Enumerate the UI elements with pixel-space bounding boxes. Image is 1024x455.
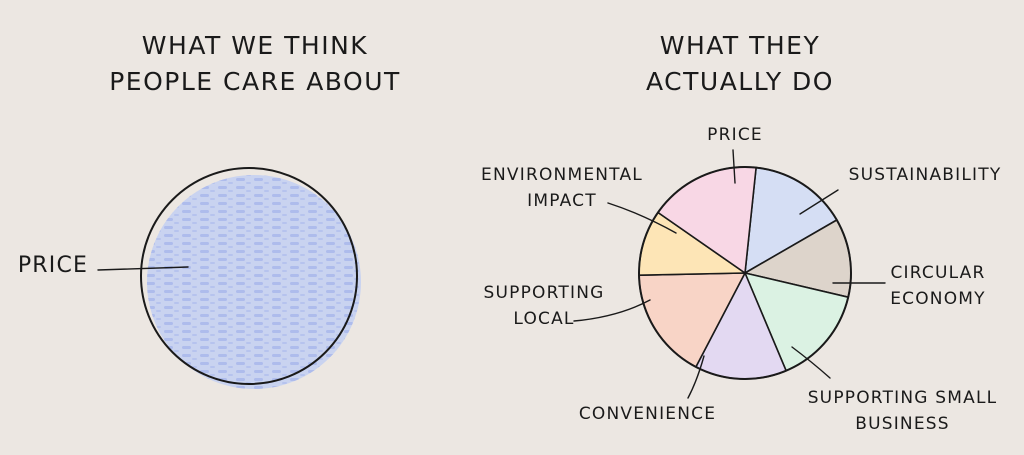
leader-supporting-local	[573, 299, 651, 322]
label-convenience: CONVENIENCE	[578, 404, 717, 424]
label-circular-economy: CIRCULAR ECONOMY	[863, 260, 1013, 312]
label-environmental-impact-line-1: ENVIRONMENTAL	[481, 165, 643, 185]
leader-left-price	[97, 266, 189, 271]
pie-chart-right	[638, 166, 852, 380]
right-title-line-1: WHAT THEY	[659, 31, 821, 60]
left-title-line-2: PEOPLE CARE ABOUT	[109, 67, 401, 96]
left-label-price: PRICE	[17, 253, 89, 278]
label-environmental-impact: ENVIRONMENTAL IMPACT	[462, 162, 662, 214]
slice-price-outline	[140, 167, 358, 385]
leader-price	[732, 149, 736, 184]
label-supporting-small-business-line-2: BUSINESS	[855, 414, 950, 434]
label-supporting-small-business: SUPPORTING SMALL BUSINESS	[790, 385, 1015, 437]
pie-chart-left	[140, 167, 361, 389]
label-supporting-local: SUPPORTING LOCAL	[468, 280, 620, 332]
right-chart-title: WHAT THEY ACTUALLY DO	[590, 28, 890, 100]
label-circular-economy-line-2: ECONOMY	[890, 289, 986, 309]
label-sustainability: SUSTAINABILITY	[848, 165, 1002, 185]
left-chart-title: WHAT WE THINK PEOPLE CARE ABOUT	[105, 28, 405, 100]
leader-environmental-impact	[607, 202, 677, 234]
label-circular-economy-line-1: CIRCULAR	[890, 263, 986, 283]
leader-supporting-small-business	[791, 346, 831, 379]
label-environmental-impact-line-2: IMPACT	[527, 191, 597, 211]
leader-sustainability	[799, 189, 839, 215]
label-supporting-local-line-1: SUPPORTING	[483, 283, 605, 303]
label-price: PRICE	[707, 125, 763, 145]
left-title-line-1: WHAT WE THINK	[141, 31, 369, 60]
leader-lines	[97, 149, 886, 399]
leader-convenience	[687, 355, 705, 399]
right-title-line-2: ACTUALLY DO	[646, 67, 834, 96]
slice-price-texture	[147, 175, 361, 389]
pie-outline	[638, 166, 852, 380]
label-supporting-small-business-line-1: SUPPORTING SMALL	[807, 388, 998, 408]
label-supporting-local-line-2: LOCAL	[513, 309, 575, 329]
